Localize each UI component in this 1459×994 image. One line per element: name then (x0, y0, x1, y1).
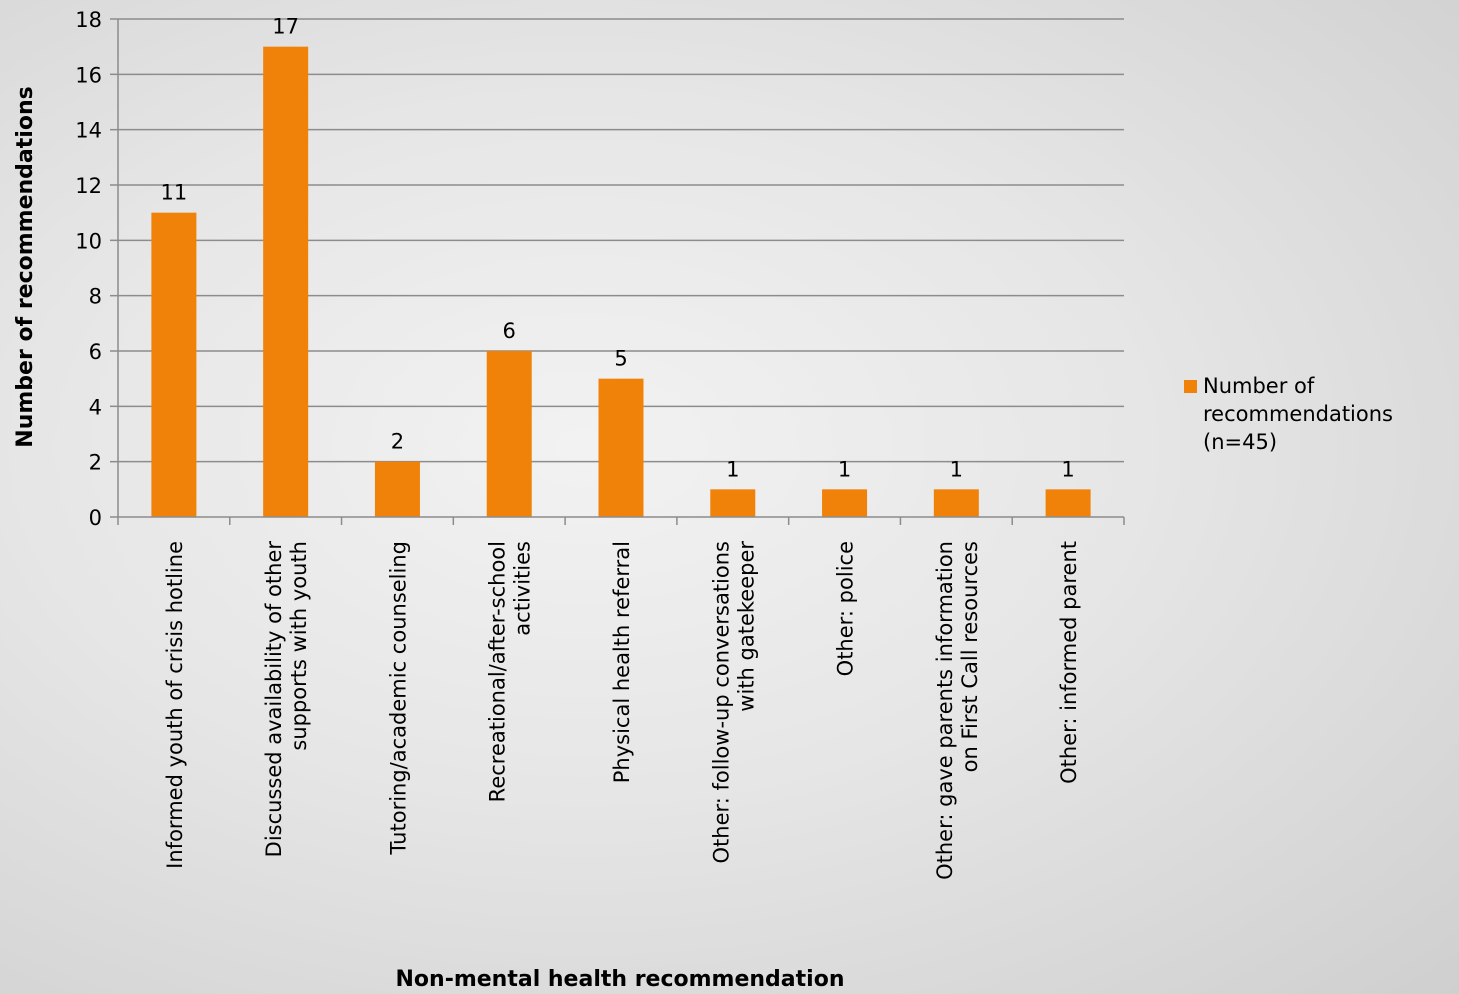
bar (263, 46, 309, 518)
bar (598, 378, 644, 517)
legend-label: Number of recommendations (n=45) (1203, 374, 1393, 454)
data-label: 1 (838, 457, 851, 481)
y-tick-label: 12 (75, 174, 102, 198)
data-label: 6 (503, 319, 516, 343)
bar (486, 351, 532, 517)
bar (374, 461, 420, 517)
y-tick-label: 14 (75, 119, 102, 143)
y-axis-title: Number of recommendations (13, 86, 38, 447)
category-labels: Informed youth of crisis hotline Discusse… (163, 541, 1081, 880)
category-label: Other: gave parents informationon First … (933, 541, 982, 880)
legend: Number of recommendations (n=45) (1184, 374, 1393, 454)
data-label: 2 (391, 430, 404, 454)
y-tick-label: 8 (89, 285, 102, 309)
data-label: 1 (726, 457, 739, 481)
y-tick-labels: 0 2 4 6 8 10 12 14 16 18 (75, 8, 102, 530)
legend-swatch (1184, 380, 1197, 393)
y-tick-label: 16 (75, 63, 102, 87)
data-label: 1 (950, 457, 963, 481)
data-label: 11 (161, 181, 188, 205)
data-label: 1 (1061, 457, 1074, 481)
bar (710, 489, 756, 517)
category-label: Discussed availability of othersupports … (262, 541, 311, 858)
data-label: 17 (272, 15, 299, 39)
y-tick-label: 0 (89, 506, 102, 530)
axes (117, 19, 1125, 525)
y-tick-label: 4 (89, 395, 102, 419)
y-tick-label: 2 (89, 451, 102, 475)
category-label: Tutoring/academic counseling (386, 541, 410, 855)
category-label: Recreational/after-schoolactivities (486, 541, 535, 802)
y-tick-label: 10 (75, 229, 102, 253)
y-tick-label: 6 (89, 340, 102, 364)
bar (1045, 489, 1091, 517)
category-label: Informed youth of crisis hotline (163, 541, 187, 869)
bar (933, 489, 979, 517)
bar (822, 489, 868, 517)
y-tick-label: 18 (75, 8, 102, 32)
category-label: Other: follow-up conversationswith gatek… (709, 541, 758, 864)
bars (151, 46, 1091, 518)
x-axis-title: Non-mental health recommendation (396, 967, 845, 992)
category-label: Other: informed parent (1057, 541, 1081, 784)
category-label: Other: police (834, 541, 858, 676)
bar (151, 212, 197, 517)
data-label: 5 (614, 347, 627, 371)
category-label: Physical health referral (610, 541, 634, 783)
